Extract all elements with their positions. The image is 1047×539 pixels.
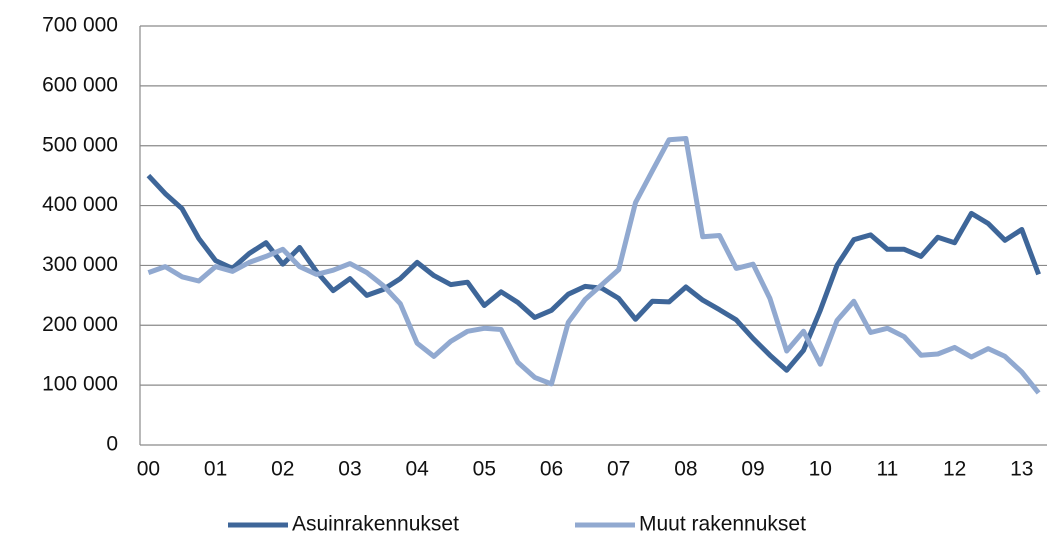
x-tick-label: 12 [943, 458, 966, 481]
x-tick-label: 11 [877, 458, 899, 481]
x-tick-label: 03 [338, 458, 361, 481]
x-tick-label: 06 [540, 458, 563, 481]
x-tick-label: 10 [809, 458, 832, 481]
legend-label: Asuinrakennukset [292, 513, 459, 536]
y-tick-label: 0 [106, 433, 118, 456]
x-tick-label: 13 [1010, 458, 1033, 481]
x-tick-label: 01 [204, 458, 227, 481]
y-tick-label: 200 000 [42, 313, 118, 336]
y-tick-label: 100 000 [42, 373, 118, 396]
x-tick-label: 09 [741, 458, 764, 481]
y-tick-label: 500 000 [42, 133, 118, 156]
x-tick-label: 02 [271, 458, 294, 481]
data-line [147, 136, 1041, 395]
x-tick-label: 05 [473, 458, 496, 481]
x-tick-label: 08 [674, 458, 697, 481]
x-tick-label: 04 [405, 458, 429, 481]
y-tick-label: 600 000 [42, 73, 118, 96]
y-tick-label: 400 000 [42, 193, 118, 216]
y-tick-label: 700 000 [42, 14, 118, 37]
y-tick-label: 300 000 [42, 253, 118, 276]
data-line [146, 173, 1041, 373]
x-tick-label: 07 [607, 458, 630, 481]
legend-label: Muut rakennukset [639, 513, 806, 536]
x-tick-label: 00 [137, 458, 160, 481]
